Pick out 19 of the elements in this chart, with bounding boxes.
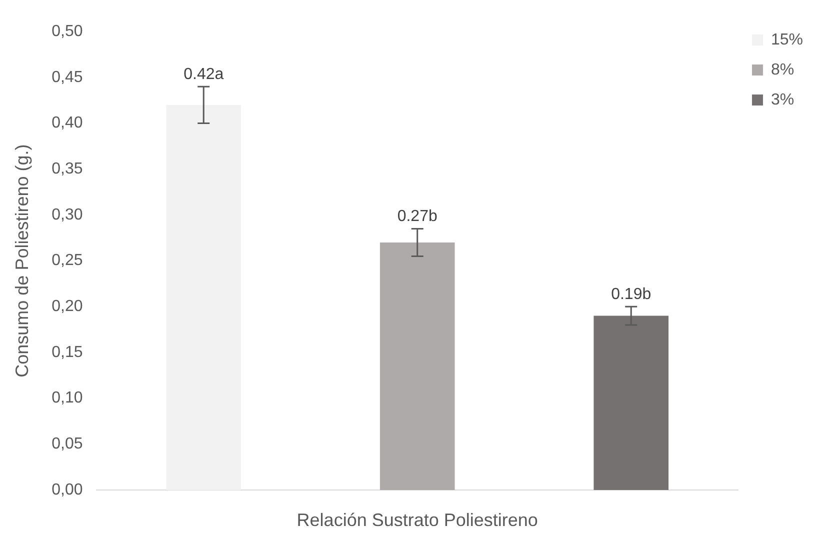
y-axis-title: Consumo de Poliestireno (g.) (12, 144, 32, 378)
y-tick-label: 0,25 (52, 252, 83, 270)
y-tick-label: 0,45 (52, 68, 83, 86)
y-tick-label: 0,05 (52, 436, 83, 453)
y-tick-label: 0,30 (52, 206, 83, 224)
data-label: 0.19b (611, 286, 652, 304)
legend-label: 8% (770, 61, 794, 78)
y-tick-label: 0,10 (52, 390, 83, 407)
y-tick-label: 0,00 (52, 481, 83, 498)
legend-label: 15% (770, 31, 804, 48)
data-label: 0.27b (397, 208, 438, 226)
y-tick-label: 0,15 (52, 344, 83, 361)
legend-label: 3% (770, 91, 794, 108)
y-tick-label: 0,35 (52, 160, 83, 178)
y-tick-label: 0,40 (52, 114, 83, 132)
x-axis-title: Relación Sustrato Poliestireno (296, 510, 538, 530)
data-label: 0.42a (184, 66, 224, 84)
y-tick-label: 0,50 (52, 23, 83, 40)
y-tick-label: 0,20 (52, 298, 83, 316)
